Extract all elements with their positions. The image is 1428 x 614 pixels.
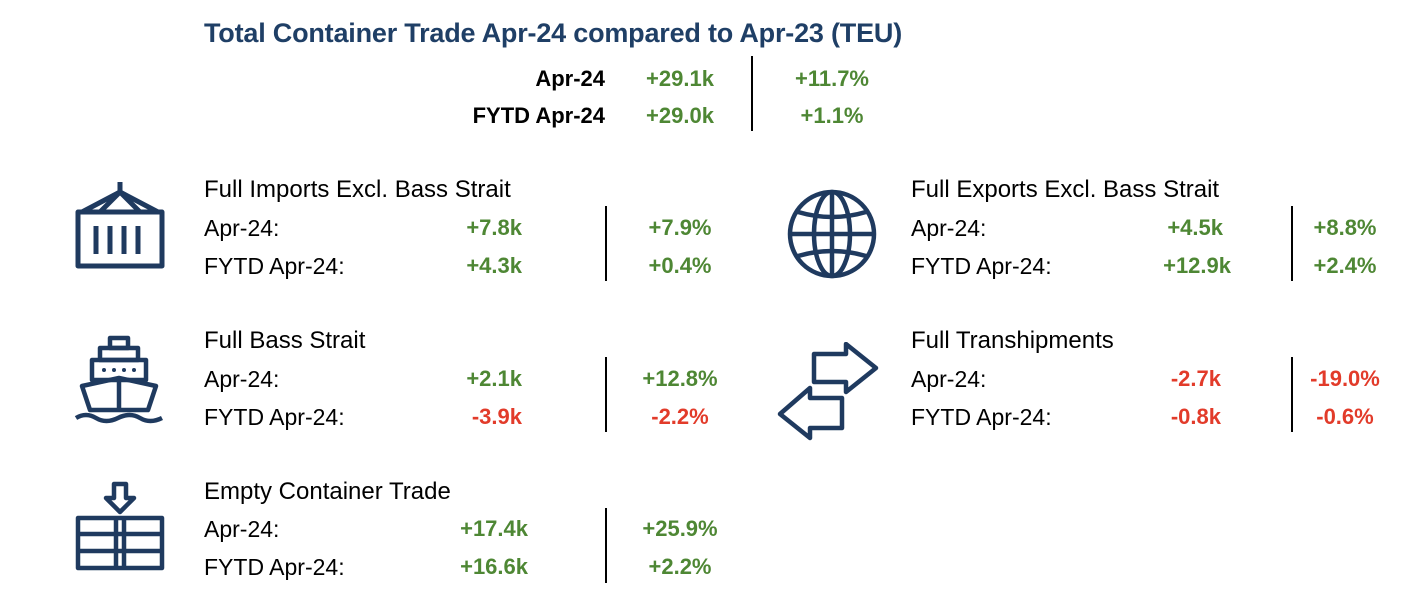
row-label: Apr-24: (204, 366, 280, 392)
section-divider (1291, 206, 1293, 281)
abs-change: +4.3k (466, 253, 522, 278)
summary-abs-value: +29.1k (646, 66, 714, 91)
container-icon (74, 180, 166, 270)
stacked-containers-icon (74, 480, 166, 572)
section-divider (605, 508, 607, 583)
abs-change: +16.6k (460, 554, 528, 579)
section-title-exports: Full Exports Excl. Bass Strait (911, 176, 1220, 203)
pct-change: +2.2% (648, 554, 712, 579)
section-divider (1291, 357, 1293, 432)
abs-change: -3.9k (471, 404, 522, 429)
page-title: Total Container Trade Apr-24 compared to… (204, 18, 902, 48)
row-label: FYTD Apr-24: (204, 253, 345, 279)
summary-divider (751, 56, 753, 131)
section-title-empty: Empty Container Trade (204, 478, 451, 505)
abs-change: +2.1k (466, 366, 522, 391)
section-title-transhipments: Full Transhipments (911, 327, 1114, 354)
globe-icon (786, 188, 878, 280)
pct-change: +8.8% (1313, 215, 1377, 240)
pct-change: +2.4% (1313, 253, 1377, 278)
section-title-imports: Full Imports Excl. Bass Strait (204, 176, 511, 203)
summary-label: FYTD Apr-24 (472, 103, 605, 128)
row-label: FYTD Apr-24: (204, 404, 345, 430)
pct-change: +7.9% (648, 215, 712, 240)
pct-change: +25.9% (642, 516, 718, 541)
summary-pct-value: +1.1% (800, 103, 864, 128)
pct-change: -2.2% (651, 404, 709, 429)
summary-label: Apr-24 (535, 66, 605, 91)
abs-change: +4.5k (1167, 215, 1223, 240)
row-label: FYTD Apr-24: (911, 253, 1052, 279)
section-divider (605, 357, 607, 432)
abs-change: +12.9k (1163, 253, 1231, 278)
row-label: Apr-24: (204, 516, 280, 542)
pct-change: -19.0% (1310, 366, 1380, 391)
pct-change: +12.8% (642, 366, 718, 391)
ship-icon (74, 334, 164, 424)
row-label: Apr-24: (204, 215, 280, 241)
pct-change: -0.6% (1316, 404, 1374, 429)
row-label: Apr-24: (911, 366, 987, 392)
abs-change: -0.8k (1170, 404, 1221, 429)
section-divider (605, 206, 607, 281)
summary-abs-value: +29.0k (646, 103, 714, 128)
abs-change: -2.7k (1170, 366, 1221, 391)
row-label: FYTD Apr-24: (911, 404, 1052, 430)
abs-change: +7.8k (466, 215, 522, 240)
row-label: Apr-24: (911, 215, 987, 241)
section-title-bass-strait: Full Bass Strait (204, 327, 366, 354)
abs-change: +17.4k (460, 516, 528, 541)
transfer-arrows-icon (776, 342, 880, 442)
row-label: FYTD Apr-24: (204, 554, 345, 580)
pct-change: +0.4% (648, 253, 712, 278)
summary-pct-value: +11.7% (794, 66, 869, 91)
